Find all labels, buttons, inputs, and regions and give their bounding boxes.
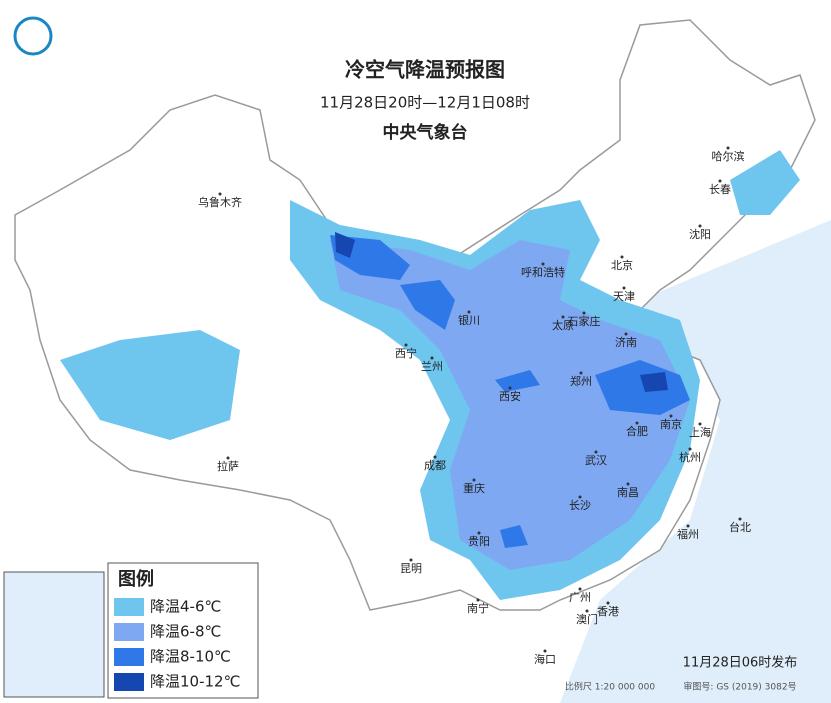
city-dot <box>218 192 222 196</box>
city-label: 澳门 <box>576 612 598 626</box>
city-dot <box>541 262 545 266</box>
city-dot <box>698 224 702 228</box>
city-dot <box>594 450 598 454</box>
cooling-zone-6-8 <box>330 240 690 570</box>
period: 11月28日20时—12月1日08时 <box>320 94 530 112</box>
city-dot <box>606 601 610 605</box>
scale: 比例尺 1:20 000 000 <box>565 681 655 693</box>
city-label: 郑州 <box>570 374 592 388</box>
city-dot <box>226 456 230 460</box>
city-label: 重庆 <box>463 481 485 495</box>
city-dot <box>472 478 476 482</box>
logo <box>13 16 53 56</box>
city-label: 海口 <box>534 652 556 666</box>
city-dot <box>624 332 628 336</box>
city-dot <box>433 455 437 459</box>
city-label: 呼和浩特 <box>521 265 565 279</box>
cooling-zone-8-10 <box>330 235 690 548</box>
city-dot <box>626 482 630 486</box>
city-label: 济南 <box>615 335 637 349</box>
city-label: 长沙 <box>569 499 591 512</box>
issuer: 中央气象台 <box>383 122 468 143</box>
city-label: 台北 <box>729 520 751 534</box>
legend-title: 图例 <box>118 568 154 590</box>
city-label: 天津 <box>613 290 635 303</box>
city-label: 南昌 <box>617 486 639 499</box>
city-dot <box>477 531 481 535</box>
city-dot <box>585 609 589 613</box>
legend-swatch <box>114 598 144 616</box>
city-label: 贵阳 <box>468 535 490 548</box>
legend-label: 降温10-12℃ <box>150 673 240 691</box>
city-dot <box>620 255 624 259</box>
city-label: 合肥 <box>626 424 648 438</box>
legend-label: 降温6-8℃ <box>150 623 221 641</box>
city-dot <box>561 315 565 319</box>
city-dot <box>404 343 408 347</box>
city-dot <box>718 179 722 183</box>
city-dot <box>508 386 512 390</box>
city-dot <box>622 286 626 290</box>
city-label: 兰州 <box>421 360 443 373</box>
city-dot <box>579 371 583 375</box>
city-label: 上海 <box>689 425 711 439</box>
city-dot <box>409 558 413 562</box>
legend-label: 降温4-6℃ <box>150 598 221 616</box>
city-dot <box>669 414 673 418</box>
city-dot <box>476 598 480 602</box>
cooling-zone-4-6 <box>730 150 800 215</box>
city-label: 昆明 <box>400 562 422 575</box>
city-label: 银川 <box>458 313 480 327</box>
issue-time: 11月28日06时发布 <box>683 655 798 671</box>
city-label: 成都 <box>424 459 446 472</box>
city-dot <box>467 310 471 314</box>
city-label: 福州 <box>677 527 699 541</box>
city-dot <box>582 311 586 315</box>
legend-items: 降温4-6℃ 降温6-8℃ 降温8-10℃ 降温10-12℃ <box>114 598 240 691</box>
city-label: 沈阳 <box>689 227 711 241</box>
city-label: 乌鲁木齐 <box>198 195 242 209</box>
city-dot <box>726 146 730 150</box>
city-dot <box>543 649 547 653</box>
city-label: 长春 <box>709 183 731 196</box>
city-label: 杭州 <box>679 450 701 464</box>
city-label: 南宁 <box>467 601 489 615</box>
city-label: 西宁 <box>395 346 417 360</box>
review-number: 审图号: GS (2019) 3082号 <box>683 681 796 693</box>
legend-swatch <box>114 648 144 666</box>
city-dot <box>578 495 582 499</box>
city-dot <box>688 447 692 451</box>
city-label: 拉萨 <box>217 459 239 473</box>
city-dot <box>686 524 690 528</box>
city-dot <box>635 421 639 425</box>
city-label: 太原 <box>552 319 574 332</box>
city-label: 广州 <box>569 591 591 604</box>
city-label: 武汉 <box>585 454 607 467</box>
city-dot <box>430 356 434 360</box>
city-label: 南京 <box>660 417 682 431</box>
city-label: 北京 <box>611 258 633 272</box>
city-label: 石家庄 <box>568 314 601 328</box>
city-label: 哈尔滨 <box>712 149 745 163</box>
city-dot <box>738 517 742 521</box>
city-label: 西安 <box>499 389 521 403</box>
city-label: 香港 <box>597 605 619 618</box>
legend-label: 降温8-10℃ <box>150 648 231 666</box>
legend-swatch <box>114 623 144 641</box>
title: 冷空气降温预报图 <box>345 58 505 82</box>
city-dot <box>698 422 702 426</box>
legend-swatch <box>114 673 144 691</box>
city-dot <box>578 587 582 591</box>
cooling-zone-4-6 <box>60 330 240 440</box>
sea <box>560 220 831 703</box>
south-sea-inset <box>3 571 105 698</box>
